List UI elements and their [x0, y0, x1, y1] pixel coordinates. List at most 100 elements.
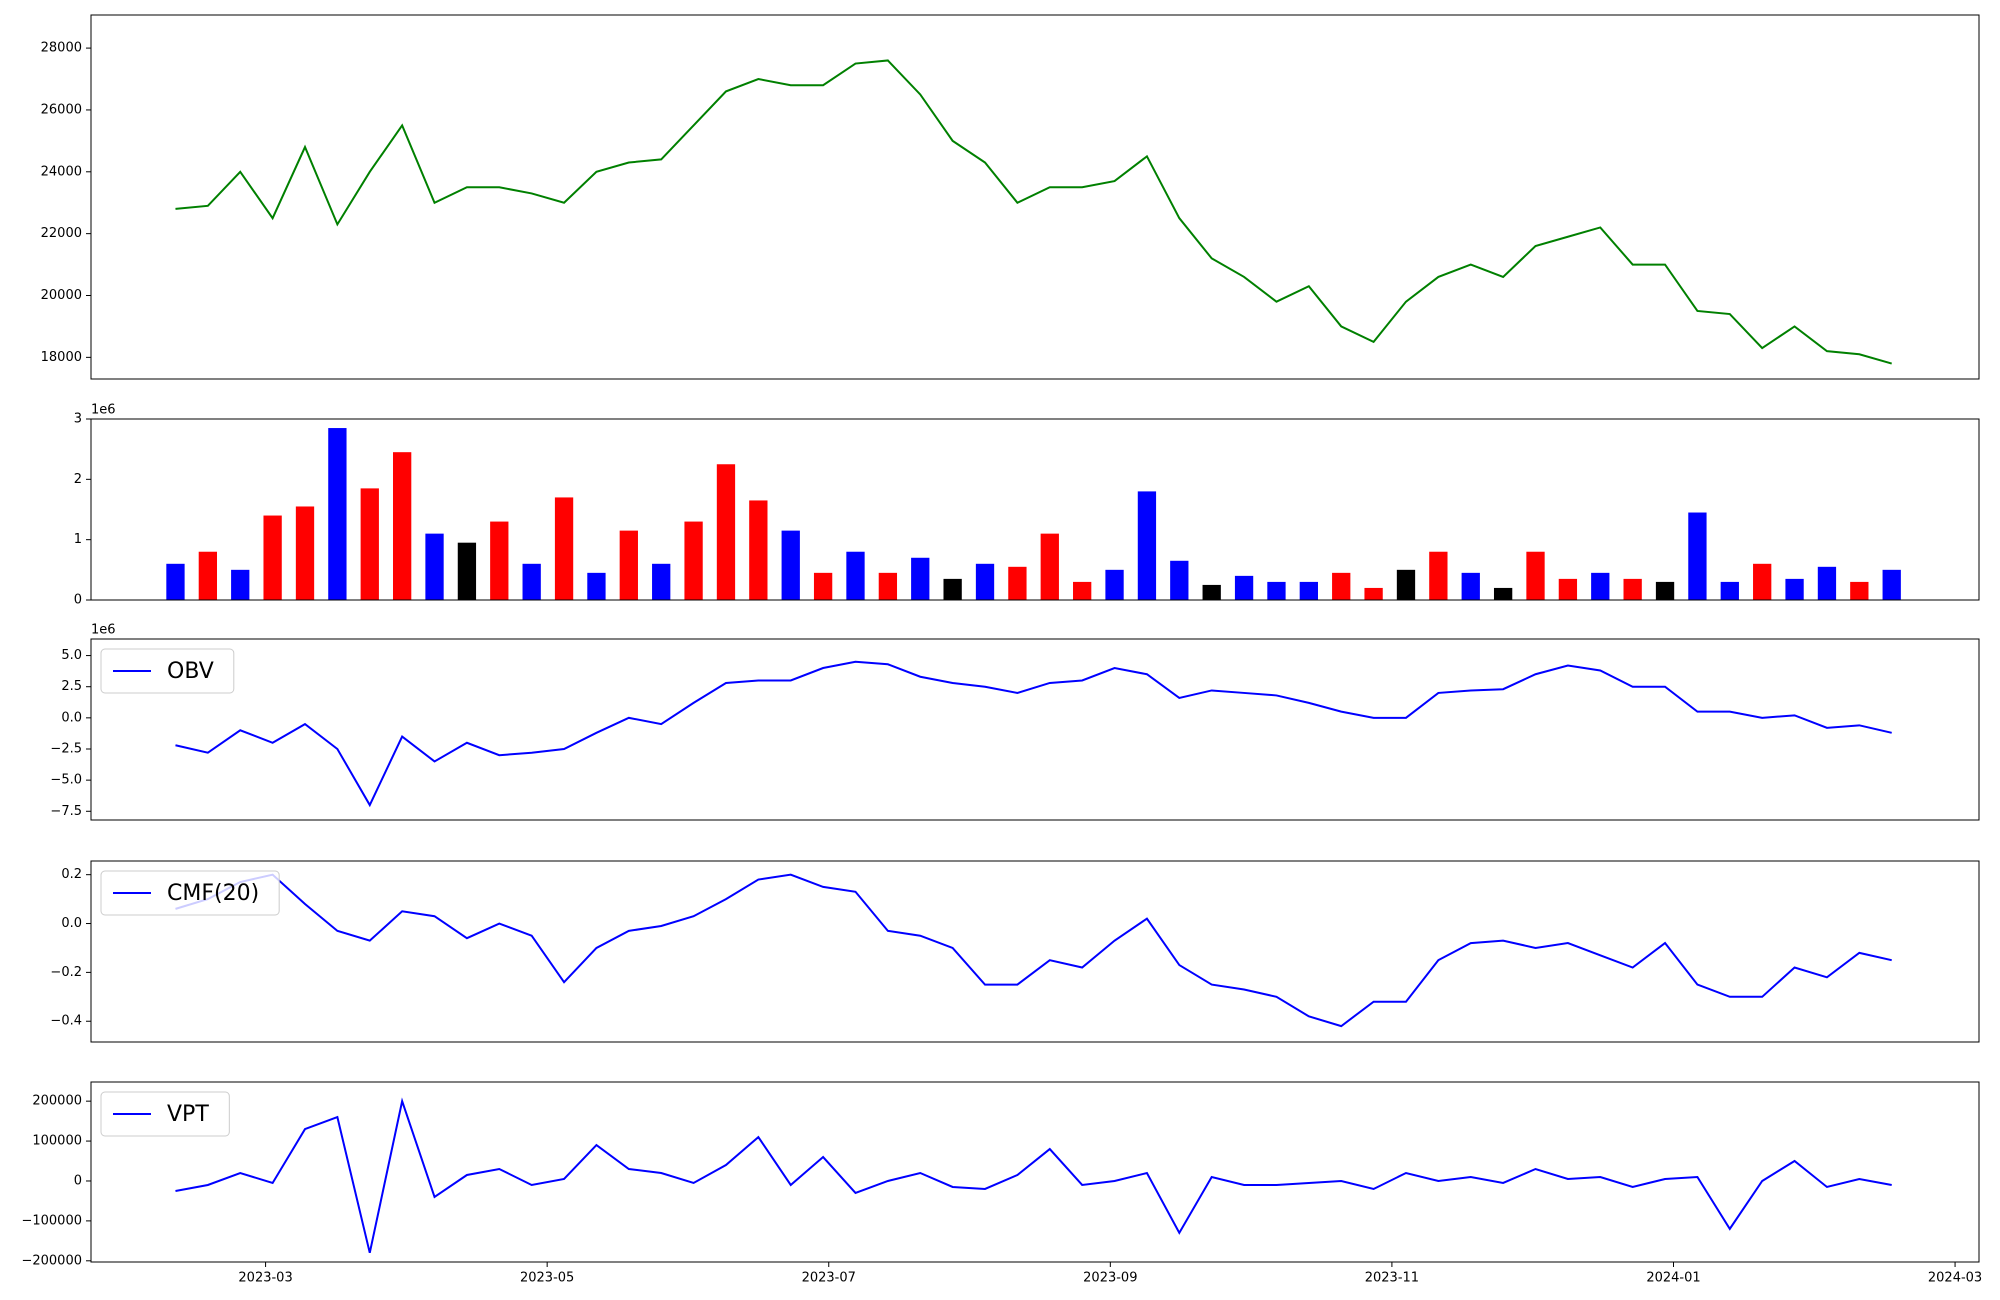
- volume-bar: [425, 533, 444, 600]
- y-tick-label: 24000: [41, 164, 82, 179]
- legend-label: OBV: [167, 659, 214, 684]
- volume-bar: [1526, 551, 1545, 600]
- volume-bar: [295, 506, 315, 600]
- volume-bar: [231, 569, 250, 600]
- volume-bar: [1008, 566, 1027, 600]
- x-tick-label: 2023-05: [520, 1271, 574, 1286]
- x-tick-label: 2023-11: [1365, 1271, 1419, 1286]
- y-tick-label: 0.0: [61, 916, 82, 931]
- y-tick-label: 0: [74, 1173, 82, 1188]
- volume-bar: [975, 563, 995, 600]
- y-tick-label: 22000: [41, 226, 82, 241]
- volume-bar: [1364, 587, 1383, 600]
- line-series: [175, 660, 1892, 808]
- y-tick-label: 1: [74, 532, 82, 547]
- volume-bar: [1299, 581, 1318, 600]
- axes-frame: [90, 638, 1980, 821]
- x-tick-label: 2023-03: [238, 1271, 292, 1286]
- y-tick-label: 200000: [32, 1094, 82, 1109]
- axes-frame: [90, 860, 1980, 1043]
- volume-bar: [360, 488, 379, 600]
- legend-label: CMF(20): [167, 881, 259, 906]
- volume-bar: [716, 464, 736, 600]
- y-tick-label: 18000: [41, 350, 82, 365]
- y-tick-label: 28000: [41, 41, 82, 56]
- line-series: [175, 59, 1892, 365]
- legend-box: [100, 870, 280, 916]
- volume-bar: [1332, 572, 1351, 600]
- y-tick-label: 5.0: [61, 648, 82, 663]
- axes-frame: [90, 14, 1980, 380]
- volume-bar: [1817, 566, 1837, 600]
- legend-box: [100, 1091, 230, 1137]
- y-tick-label: 0.2: [61, 867, 82, 882]
- offset-label: 1e6: [91, 623, 116, 638]
- volume-bar: [1655, 581, 1675, 600]
- volume-bar: [1202, 584, 1221, 600]
- volume-bar: [1073, 581, 1092, 600]
- volume-bar: [1105, 569, 1124, 600]
- x-tick-label: 2023-07: [802, 1271, 856, 1286]
- volume-bar: [1396, 569, 1416, 600]
- volume-bar: [813, 572, 833, 600]
- axes-frame: [90, 418, 1980, 601]
- volume-bar: [781, 530, 800, 600]
- y-tick-label: −2.5: [50, 741, 82, 756]
- y-tick-label: 3: [74, 412, 82, 427]
- volume-bar: [1493, 587, 1513, 600]
- y-tick-label: 2: [74, 472, 82, 487]
- volume-bar: [1850, 581, 1869, 600]
- axes-frame: [90, 1081, 1980, 1263]
- volume-bar: [1753, 563, 1772, 600]
- volume-bar: [1623, 578, 1642, 600]
- volume-bar: [684, 521, 703, 600]
- volume-bar: [1688, 512, 1707, 600]
- volume-bar: [166, 563, 185, 600]
- y-tick-label: −200000: [21, 1253, 82, 1268]
- y-tick-label: 26000: [41, 102, 82, 117]
- y-tick-label: 0: [74, 593, 82, 608]
- volume-bar: [198, 551, 218, 600]
- y-tick-label: −0.2: [50, 965, 82, 980]
- y-tick-label: −5.0: [50, 773, 82, 788]
- y-tick-label: 0.0: [61, 710, 82, 725]
- volume-bar: [1137, 491, 1157, 600]
- volume-bar: [846, 551, 865, 600]
- volume-bar: [749, 500, 768, 600]
- volume-bar: [587, 572, 606, 600]
- volume-bar: [1785, 578, 1804, 600]
- x-tick-label: 2024-03: [1928, 1271, 1982, 1286]
- volume-bar: [522, 563, 541, 600]
- volume-bar: [1882, 569, 1901, 600]
- volume-bar: [1461, 572, 1480, 600]
- y-tick-label: −100000: [21, 1213, 82, 1228]
- volume-bar: [1591, 572, 1610, 600]
- volume-bar: [619, 530, 638, 600]
- y-tick-label: 100000: [32, 1134, 82, 1149]
- volume-bar: [1040, 533, 1059, 600]
- volume-bar: [878, 572, 898, 600]
- volume-bar: [1234, 575, 1254, 600]
- volume-bar: [1267, 581, 1286, 600]
- y-tick-label: −0.4: [50, 1014, 82, 1029]
- volume-bar: [263, 515, 282, 600]
- y-tick-label: −7.5: [50, 804, 82, 819]
- line-series: [175, 1097, 1892, 1254]
- x-tick-label: 2024-01: [1646, 1271, 1700, 1286]
- volume-bar: [652, 563, 671, 600]
- volume-bar: [457, 542, 477, 600]
- line-series: [175, 873, 1892, 1028]
- y-tick-label: 2.5: [61, 679, 82, 694]
- x-tick-label: 2023-09: [1083, 1271, 1137, 1286]
- volume-bar: [911, 557, 930, 600]
- volume-bar: [943, 578, 962, 600]
- volume-bar: [554, 497, 574, 600]
- legend-label: VPT: [167, 1102, 209, 1127]
- volume-bar: [392, 452, 412, 600]
- volume-bar: [1720, 581, 1739, 600]
- offset-label: 1e6: [91, 403, 116, 418]
- volume-bar: [1429, 551, 1448, 600]
- volume-bar: [490, 521, 509, 600]
- volume-bar: [1170, 560, 1189, 600]
